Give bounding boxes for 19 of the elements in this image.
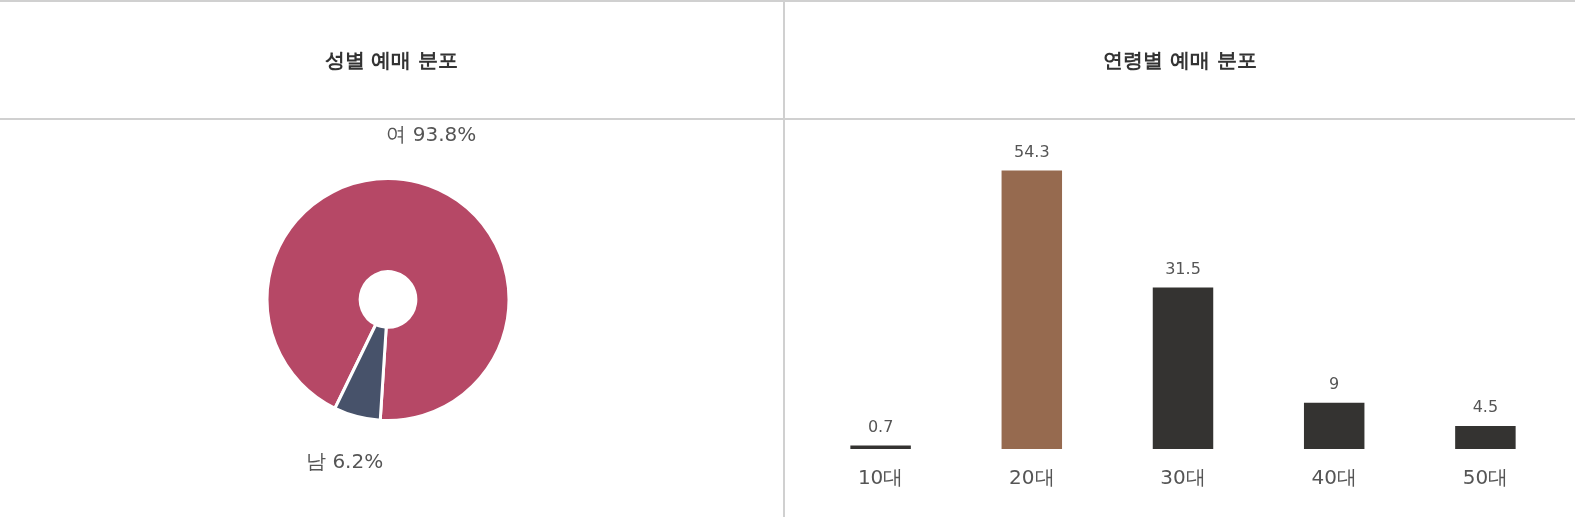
- x-tick-label: 50대: [1462, 465, 1509, 490]
- x-tick-label: 20대: [1009, 465, 1055, 490]
- x-tick-label: 30대: [1160, 465, 1206, 490]
- slice-label: 남 6.2%: [306, 449, 384, 474]
- x-tick-label: 40대: [1311, 465, 1357, 490]
- bar: [1303, 402, 1365, 449]
- chart-title: 연령별 예매 분포: [785, 2, 1575, 120]
- x-tick-label: 10대: [857, 465, 904, 490]
- data-label: 0.7: [867, 416, 894, 436]
- slice-label: 여 93.8%: [386, 121, 477, 146]
- bar: [1455, 425, 1516, 449]
- bar: [850, 445, 911, 449]
- bar: [1152, 287, 1214, 449]
- data-label: 54.3: [1013, 141, 1050, 161]
- data-label: 4.5: [1472, 397, 1499, 417]
- bar: [1001, 170, 1063, 449]
- chart-title: 성별 예매 분포: [0, 2, 783, 120]
- data-label: 9: [1329, 374, 1340, 394]
- data-label: 31.5: [1165, 258, 1201, 278]
